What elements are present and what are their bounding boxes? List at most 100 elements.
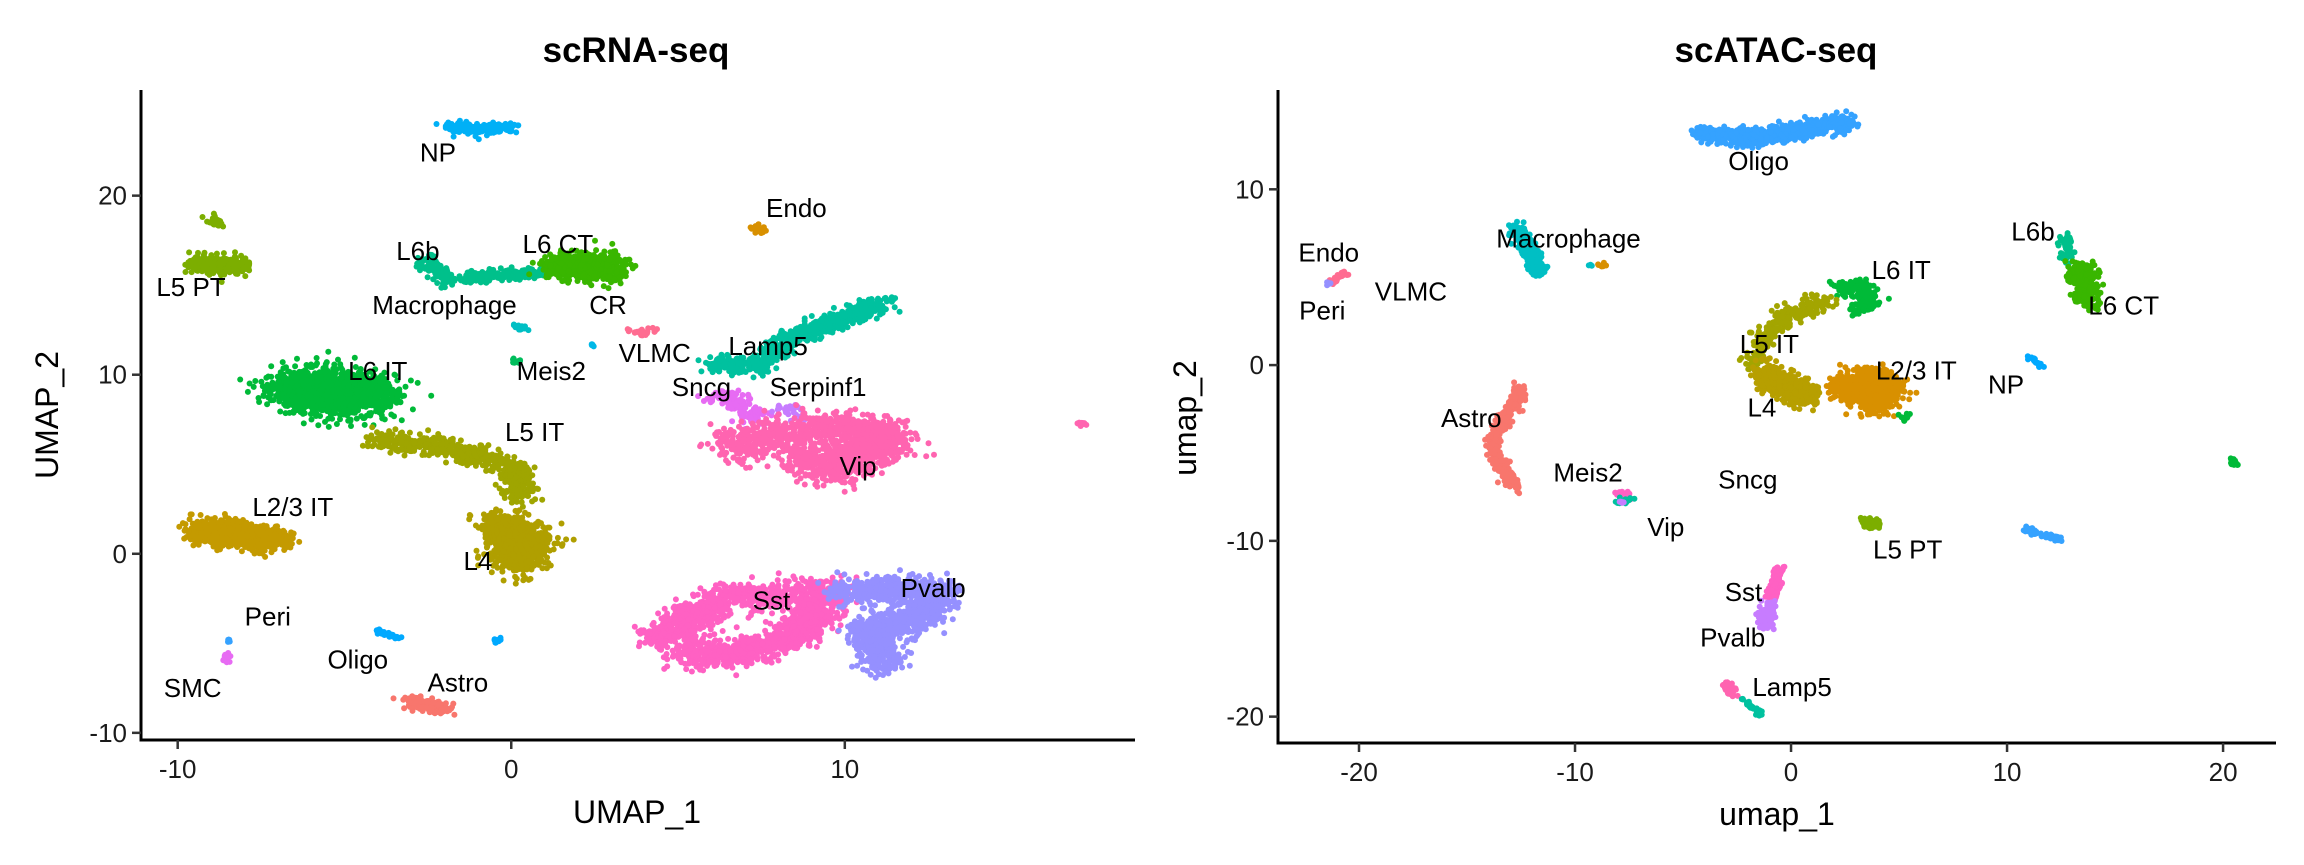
cell-point [513,129,520,136]
cell-point [388,411,395,418]
cell-point [223,256,230,262]
cell-point [315,422,322,429]
cell-point [607,249,614,256]
cell-point [409,406,416,413]
cell-point [875,301,882,308]
cell-point [821,431,828,437]
cell-point [756,360,763,367]
cell-point [812,424,819,431]
cell-point [704,440,711,447]
cell-point [749,420,756,427]
cell-point [279,359,286,366]
cell-point [826,428,833,435]
cell-point [185,264,192,271]
cell-point [824,444,831,451]
cell-point [773,365,780,372]
cell-point [880,418,887,425]
cell-point [430,276,437,283]
cell-point [565,268,572,275]
cell-point [511,121,518,128]
cell-point [716,357,723,364]
cell-point [237,376,244,383]
cell-point [769,408,775,415]
cell-point [466,275,473,282]
cell-point [775,411,782,418]
cell-point [645,325,652,332]
cell-point [639,330,646,337]
cell-point [768,422,775,429]
cell-point [479,269,486,275]
cell-point [589,342,596,349]
cell-point [292,363,299,370]
cell-point [488,126,494,133]
cell-point [841,488,848,495]
cell-point [811,336,817,343]
cell-point [757,229,764,236]
cell-point [759,454,766,461]
cell-point [865,310,872,317]
cell-point [366,410,373,417]
cell-point [801,410,808,417]
cell-point [889,429,896,436]
cluster-macrophage [510,321,532,334]
cell-point [199,214,206,220]
cell-point [433,121,440,127]
cell-point [814,457,821,464]
cell-point [190,258,197,265]
cell-point [182,269,189,275]
cell-point [739,461,746,467]
cell-point [339,366,346,373]
cell-point [614,252,621,259]
cell-point [414,379,421,386]
cell-point [754,457,761,464]
cell-point [786,454,793,461]
cell-point [907,447,914,454]
cell-point [788,447,795,454]
cell-point [869,296,875,303]
cell-point [721,361,728,368]
cell-point [811,330,818,337]
cell-point [810,419,816,426]
cell-point [228,260,235,267]
cell-point [601,248,608,255]
cell-point [842,319,848,326]
cell-point [592,237,598,244]
cell-point [887,418,893,425]
cell-point [879,437,886,444]
cell-point [709,445,716,452]
cell-point [790,409,797,416]
cell-point [801,440,808,447]
cell-point [745,397,752,404]
cell-point [398,417,405,424]
cell-point [606,268,613,274]
cell-point [735,387,742,394]
cell-point [211,217,218,224]
cell-point [795,420,802,426]
cell-point [833,431,840,438]
cell-point [242,273,249,280]
cell-point [407,377,414,384]
cell-point [792,471,798,478]
cluster-np [433,117,522,143]
cell-point [745,391,752,398]
cell-point [814,407,821,414]
cell-point [770,452,777,459]
cell-point [600,283,607,290]
cell-point [808,313,815,319]
cell-point [449,281,456,288]
cell-point [775,449,782,456]
cell-point [764,463,771,470]
cell-point [885,297,892,304]
cell-point [881,449,888,456]
cell-point [931,451,937,458]
cell-point [813,469,820,476]
cell-point [828,437,835,444]
cell-point [726,441,733,447]
cell-point [827,463,834,470]
cluster-vlmc [624,324,660,339]
cell-point [613,269,620,276]
cell-point [192,264,198,271]
cell-point [260,393,267,399]
cell-point [459,123,466,130]
cell-point [461,278,468,285]
